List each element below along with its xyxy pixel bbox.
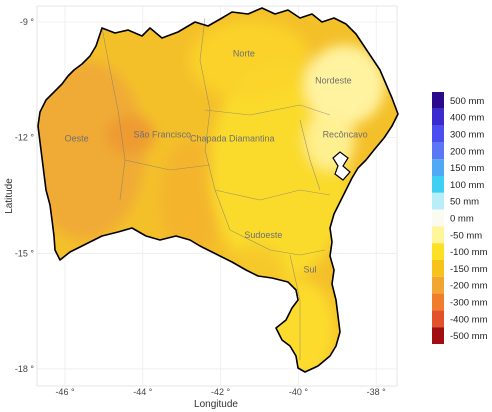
x-tick-label: -44 ° <box>133 387 153 397</box>
y-axis-title: Latitude <box>4 178 15 214</box>
x-tick-label: -46 ° <box>55 387 75 397</box>
legend-label: -200 mm <box>450 281 488 292</box>
legend-label: -50 mm <box>450 230 482 241</box>
legend-label: 50 mm <box>450 197 479 208</box>
y-axis-ticks: -9 ° -12 ° -15 ° -18 ° <box>15 17 35 374</box>
x-tick-label: -42 ° <box>211 387 231 397</box>
region-label: Chapada Diamantina <box>190 134 275 144</box>
legend-label: 300 mm <box>450 130 484 141</box>
legend-label: 150 mm <box>450 163 484 174</box>
region-label: Sudoeste <box>244 230 282 240</box>
x-tick-label: -38 ° <box>367 387 387 397</box>
region-label: Oeste <box>65 134 89 144</box>
legend-label: -150 mm <box>450 264 488 275</box>
todos-os-santos-bay <box>332 151 351 181</box>
legend-swatch <box>432 192 444 210</box>
y-tick-label: -15 ° <box>15 248 35 258</box>
y-tick-label: -18 ° <box>15 364 35 374</box>
y-tick-label: -12 ° <box>15 133 35 143</box>
legend-swatch <box>432 125 444 143</box>
legend-swatch <box>432 276 444 294</box>
legend-swatch <box>432 243 444 260</box>
legend-swatch <box>432 108 444 126</box>
legend-swatch <box>432 92 444 109</box>
legend-swatch <box>432 159 444 176</box>
legend-swatch <box>432 293 444 311</box>
region-label: São Francisco <box>133 130 191 140</box>
region-label: Norte <box>233 49 255 59</box>
legend-label: -500 mm <box>450 331 488 342</box>
legend-label: 500 mm <box>450 96 484 107</box>
x-tick-label: -40 ° <box>289 387 309 397</box>
region-label: Recôncavo <box>323 130 368 140</box>
y-tick-label: -9 ° <box>20 17 35 27</box>
legend-swatch <box>432 310 444 328</box>
legend-label: 200 mm <box>450 146 484 157</box>
legend-swatch <box>432 176 444 193</box>
legend-swatch <box>432 142 444 160</box>
legend: 500 mm 400 mm 300 mm 200 mm 150 mm 100 mm 50 m… <box>432 92 488 344</box>
bahia-outline <box>37 7 399 373</box>
region-label: Sul <box>304 265 317 275</box>
legend-swatch <box>432 226 444 244</box>
x-axis-ticks: -46 ° -44 ° -42 ° -40 ° -38 ° <box>55 387 386 397</box>
legend-label: -300 mm <box>450 298 488 309</box>
legend-label: -100 mm <box>450 247 488 258</box>
legend-swatch <box>432 260 444 277</box>
x-axis-title: Longitude <box>194 399 238 410</box>
mesoregion-borders <box>101 17 331 360</box>
legend-label: 0 mm <box>450 214 474 225</box>
region-label: Nordeste <box>315 76 352 86</box>
legend-label: 100 mm <box>450 180 484 191</box>
legend-swatch <box>432 209 444 227</box>
legend-label: 400 mm <box>450 113 484 124</box>
legend-label: -400 mm <box>450 314 488 325</box>
legend-swatch <box>432 327 444 344</box>
